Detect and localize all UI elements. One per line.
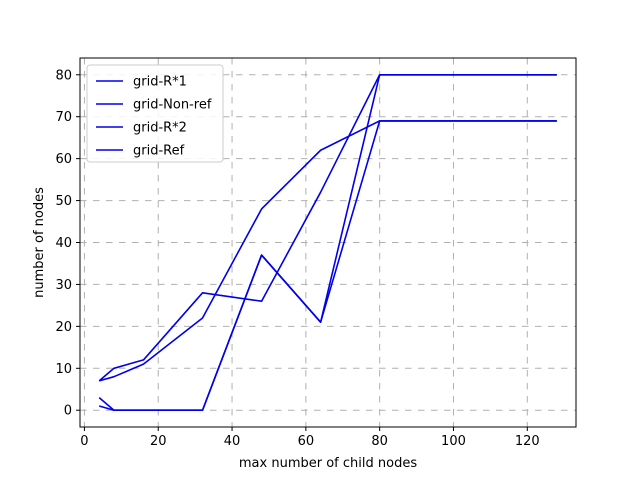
axis-ticks: 0 20 40 60 80 100 120 0 10 20 30 40 50 60 70 80 bbox=[55, 68, 539, 449]
x-tick-label: 100 bbox=[441, 434, 466, 449]
series-lines bbox=[98, 73, 557, 412]
legend-label: grid-Non-ref bbox=[133, 98, 212, 113]
y-tick-label: 30 bbox=[55, 278, 72, 293]
series-line-grid-ref bbox=[98, 120, 557, 412]
y-tick-label: 60 bbox=[55, 152, 72, 167]
legend: grid-R*1 grid-Non-ref grid-R*2 grid-Ref bbox=[86, 64, 224, 163]
y-axis-label: number of nodes bbox=[32, 187, 47, 298]
legend-box bbox=[86, 64, 224, 163]
y-tick-label: 20 bbox=[55, 320, 72, 335]
x-tick-label: 60 bbox=[298, 434, 315, 449]
series-line-grid-non-ref bbox=[98, 120, 557, 382]
y-tick-label: 0 bbox=[64, 404, 72, 419]
x-tick-label: 80 bbox=[371, 434, 388, 449]
legend-label: grid-R*2 bbox=[133, 121, 187, 136]
legend-label: grid-R*1 bbox=[133, 75, 187, 90]
y-tick-label: 80 bbox=[55, 68, 72, 83]
y-tick-label: 70 bbox=[55, 110, 72, 125]
y-tick-label: 10 bbox=[55, 362, 72, 377]
y-tick-label: 50 bbox=[55, 194, 72, 209]
y-tick-label: 40 bbox=[55, 236, 72, 251]
x-tick-label: 40 bbox=[224, 434, 241, 449]
legend-label: grid-Ref bbox=[133, 144, 185, 159]
x-tick-label: 0 bbox=[80, 434, 88, 449]
x-axis-label: max number of child nodes bbox=[239, 456, 417, 471]
series-line-grid-r-1 bbox=[98, 73, 557, 382]
x-tick-label: 120 bbox=[515, 434, 540, 449]
x-tick-label: 20 bbox=[150, 434, 167, 449]
